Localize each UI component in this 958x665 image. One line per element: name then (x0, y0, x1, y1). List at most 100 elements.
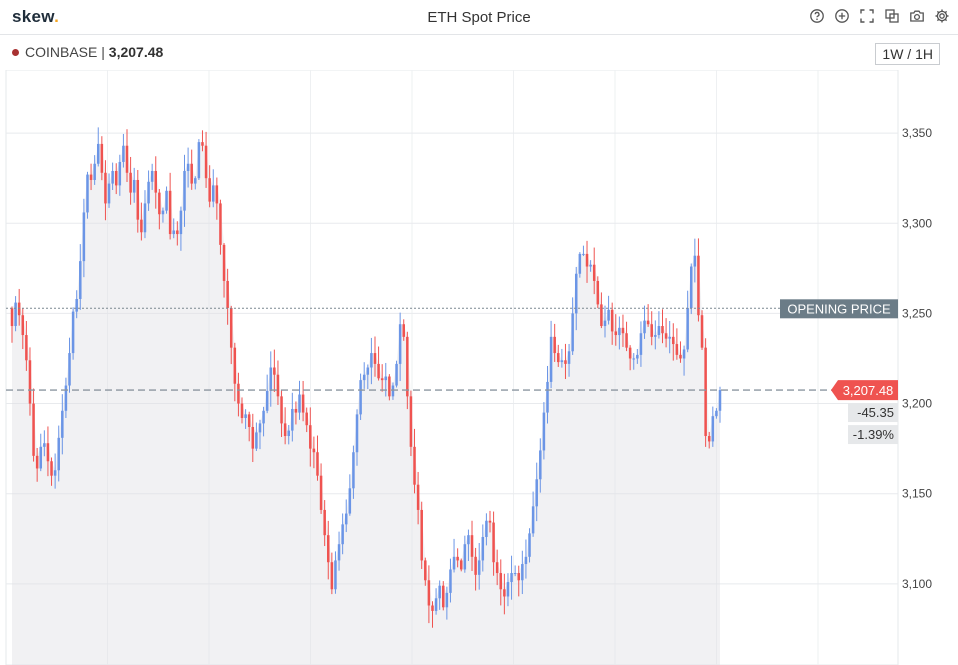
candle-body (362, 374, 366, 381)
candle-body (32, 403, 35, 456)
candle-body (43, 443, 46, 447)
candle-body (657, 326, 661, 336)
candle-body (513, 573, 517, 575)
candle-body (398, 324, 402, 364)
candle-body (276, 374, 280, 397)
candle-body (57, 437, 60, 471)
candle-body (431, 605, 434, 611)
candle-body (125, 145, 129, 173)
candle-body (366, 367, 370, 375)
price-tags: OPENING PRICE 3,207.48 -45.35 -1.39% (780, 299, 898, 445)
candle-body (377, 363, 380, 379)
candle-body (269, 367, 273, 391)
change-abs-tag (848, 403, 898, 423)
candle-body (255, 432, 258, 449)
y-tick-label: 3,100 (902, 577, 932, 591)
candle-body (456, 556, 459, 561)
candle-body (517, 573, 520, 581)
change-pct-tag (848, 425, 898, 445)
candle-body (82, 212, 86, 262)
candle-body (434, 598, 438, 611)
candle-body (463, 544, 467, 570)
skew-logo[interactable]: skew. (12, 7, 60, 26)
candle-body (664, 333, 668, 339)
legend-separator: | (101, 44, 105, 60)
help-icon[interactable] (809, 8, 825, 24)
y-tick-label: 3,300 (902, 216, 932, 230)
fullscreen-icon[interactable] (859, 8, 875, 24)
candle-body (542, 412, 546, 451)
candle-body (251, 427, 255, 449)
candle-body (650, 324, 653, 337)
candle-body (689, 266, 693, 308)
compare-icon[interactable] (884, 8, 900, 24)
candle-body (449, 569, 452, 593)
candles (10, 127, 722, 628)
candle-body (661, 326, 664, 334)
candle-body (589, 264, 592, 267)
candle-body (618, 327, 621, 336)
candle-body (316, 452, 319, 476)
candle-body (467, 535, 470, 545)
y-axis: 3,100 3,150 3,200 3,250 3,300 3,350 (902, 126, 932, 591)
chart-title: ETH Spot Price (427, 9, 531, 26)
add-icon[interactable] (834, 8, 850, 24)
candle-body (636, 354, 639, 359)
candle-body (61, 410, 64, 438)
candle-body (445, 592, 449, 608)
candle-body (118, 161, 122, 186)
candle-body (492, 522, 495, 563)
candle-body (628, 347, 632, 359)
toolbar (809, 8, 950, 24)
candle-body (298, 394, 301, 413)
candle-body (294, 408, 298, 413)
candle-body (39, 446, 43, 469)
candle-body (25, 335, 28, 361)
source-bar: COINBASE | 3,207.48 1W / 1H (0, 35, 958, 69)
candle-body (632, 358, 636, 360)
candle-body (416, 484, 420, 510)
candle-body (409, 396, 413, 447)
change-abs-label: -45.35 (857, 405, 894, 420)
candle-body (697, 255, 700, 316)
candle-body (229, 308, 233, 348)
camera-icon[interactable] (909, 8, 925, 24)
candle-body (96, 143, 100, 164)
candle-body (459, 560, 463, 570)
candle-body (643, 320, 646, 334)
candle-body (154, 170, 158, 193)
candle-body (585, 253, 589, 267)
candle-body (265, 390, 269, 411)
candle-body (280, 396, 283, 424)
candle-body (711, 416, 715, 442)
candle-body (283, 423, 287, 437)
candle-body (495, 562, 499, 574)
candlestick-chart: 3,100 3,150 3,200 3,250 3,300 3,350 OPENING P… (5, 70, 932, 665)
candle-body (553, 336, 556, 354)
candle-body (140, 219, 143, 233)
candle-body (341, 524, 344, 545)
candle-body (610, 309, 614, 332)
candle-body (348, 488, 352, 514)
last-price-tag (831, 380, 898, 401)
candle-body (700, 315, 704, 348)
candle-body (592, 264, 596, 281)
candle-body (305, 412, 308, 426)
candle-body (639, 333, 643, 355)
candle-body (208, 178, 211, 202)
candle-body (715, 410, 718, 417)
candle-body (194, 178, 197, 184)
candle-body (183, 170, 186, 211)
gear-icon[interactable] (934, 8, 950, 24)
range-button[interactable]: 1W / 1H (875, 43, 940, 65)
candle-body (204, 145, 208, 179)
candle-body (240, 403, 244, 418)
candle-body (344, 513, 348, 525)
candle-body (186, 163, 190, 171)
candle-body (107, 183, 111, 204)
candle-body (402, 324, 405, 337)
candle-body (75, 298, 78, 312)
candle-body (71, 311, 75, 354)
candle-body (100, 143, 104, 173)
candle-body (262, 410, 265, 424)
